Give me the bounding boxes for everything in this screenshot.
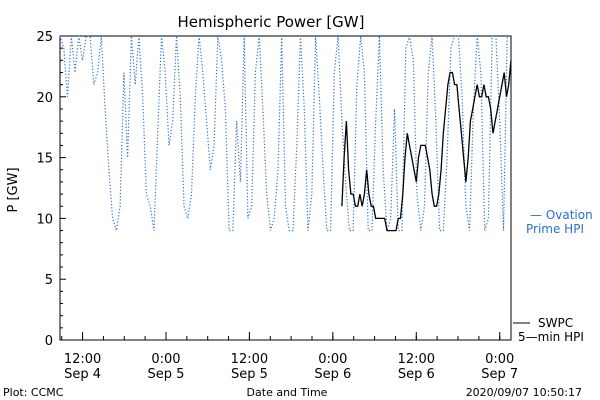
legend-ovation-line1: — Ovation bbox=[530, 208, 593, 222]
legend-swpc-line2: 5—min HPI bbox=[518, 330, 584, 344]
y-tick-label: 5 bbox=[45, 273, 53, 288]
x-tick-label-time: 0:00 bbox=[151, 352, 180, 367]
y-tick-label: 15 bbox=[36, 152, 53, 167]
x-tick-label-date: Sep 6 bbox=[398, 367, 435, 382]
x-tick-label-time: 0:00 bbox=[485, 352, 514, 367]
x-tick-label-date: Sep 4 bbox=[64, 367, 101, 382]
swpc-series-line bbox=[341, 60, 512, 232]
y-tick-label: 25 bbox=[36, 30, 53, 45]
x-tick-label-time: 12:00 bbox=[398, 352, 435, 367]
x-tick-label-time: 12:00 bbox=[64, 352, 101, 367]
x-tick-label-date: Sep 6 bbox=[314, 367, 351, 382]
legend-swpc-line1: SWPC bbox=[538, 316, 573, 330]
y-axis-ticks: 0 5 10 15 20 25 bbox=[36, 30, 66, 349]
x-tick-label-time: 12:00 bbox=[231, 352, 268, 367]
x-axis-label: Date and Time bbox=[247, 386, 328, 399]
x-tick-label-time: 0:00 bbox=[318, 352, 347, 367]
x-tick-label-date: Sep 5 bbox=[148, 367, 185, 382]
y-tick-label: 0 bbox=[45, 334, 53, 349]
legend-ovation-line2: Prime HPI bbox=[526, 222, 584, 236]
footer-left: Plot: CCMC bbox=[3, 386, 64, 399]
series-layer bbox=[59, 35, 512, 232]
x-tick-label-date: Sep 5 bbox=[231, 367, 268, 382]
y-tick-label: 20 bbox=[36, 91, 53, 106]
y-axis-label: P [GW] bbox=[6, 167, 21, 212]
plot-frame bbox=[59, 35, 512, 341]
x-tick-label-date: Sep 7 bbox=[481, 367, 518, 382]
footer-timestamp: 2020/09/07 10:50:17 bbox=[466, 386, 582, 399]
chart-title: Hemispheric Power [GW] bbox=[178, 13, 365, 31]
legend: — Ovation Prime HPI SWPC 5—min HPI bbox=[513, 208, 593, 344]
y-tick-label: 10 bbox=[36, 212, 53, 227]
ovation-prime-series-line bbox=[59, 35, 508, 232]
